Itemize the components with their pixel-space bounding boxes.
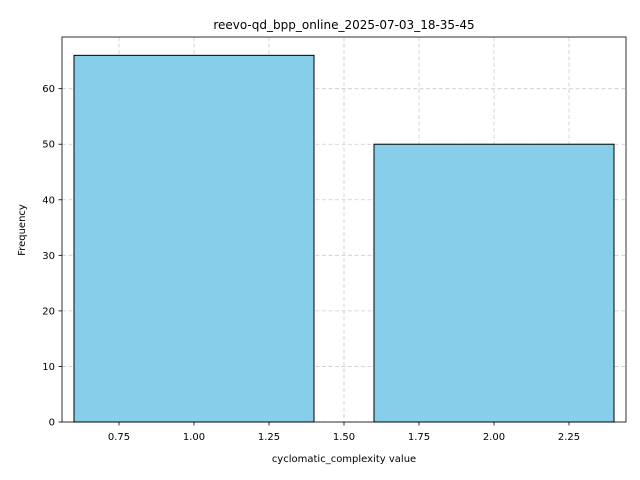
y-tick-label: 30 (42, 251, 55, 262)
x-tick-label: 2.25 (558, 432, 580, 443)
y-axis-ticks: 0 10 20 30 40 50 60 (42, 84, 62, 429)
bar-1 (73, 54, 315, 423)
x-tick-label: 1.00 (183, 432, 205, 443)
y-tick-label: 50 (42, 140, 55, 151)
y-tick-label: 10 (42, 362, 55, 373)
x-tick-label: 0.75 (108, 432, 130, 443)
x-tick-label: 1.25 (258, 432, 280, 443)
x-tick-label: 2.00 (483, 432, 505, 443)
x-tick-label: 1.50 (333, 432, 355, 443)
bars-group (73, 54, 615, 423)
x-axis-label: cyclomatic_complexity value (272, 454, 416, 465)
y-tick-label: 40 (42, 195, 55, 206)
y-tick-label: 60 (42, 84, 55, 95)
chart-title: reevo-qd_bpp_online_2025-07-03_18-35-45 (213, 18, 474, 32)
x-axis-ticks: 0.75 1.00 1.25 1.50 1.75 2.00 2.25 (108, 422, 580, 443)
y-tick-label: 20 (42, 306, 55, 317)
x-tick-label: 1.75 (408, 432, 430, 443)
y-tick-label: 0 (49, 418, 55, 429)
y-axis-label: Frequency (17, 204, 28, 256)
bar-2 (373, 143, 615, 423)
